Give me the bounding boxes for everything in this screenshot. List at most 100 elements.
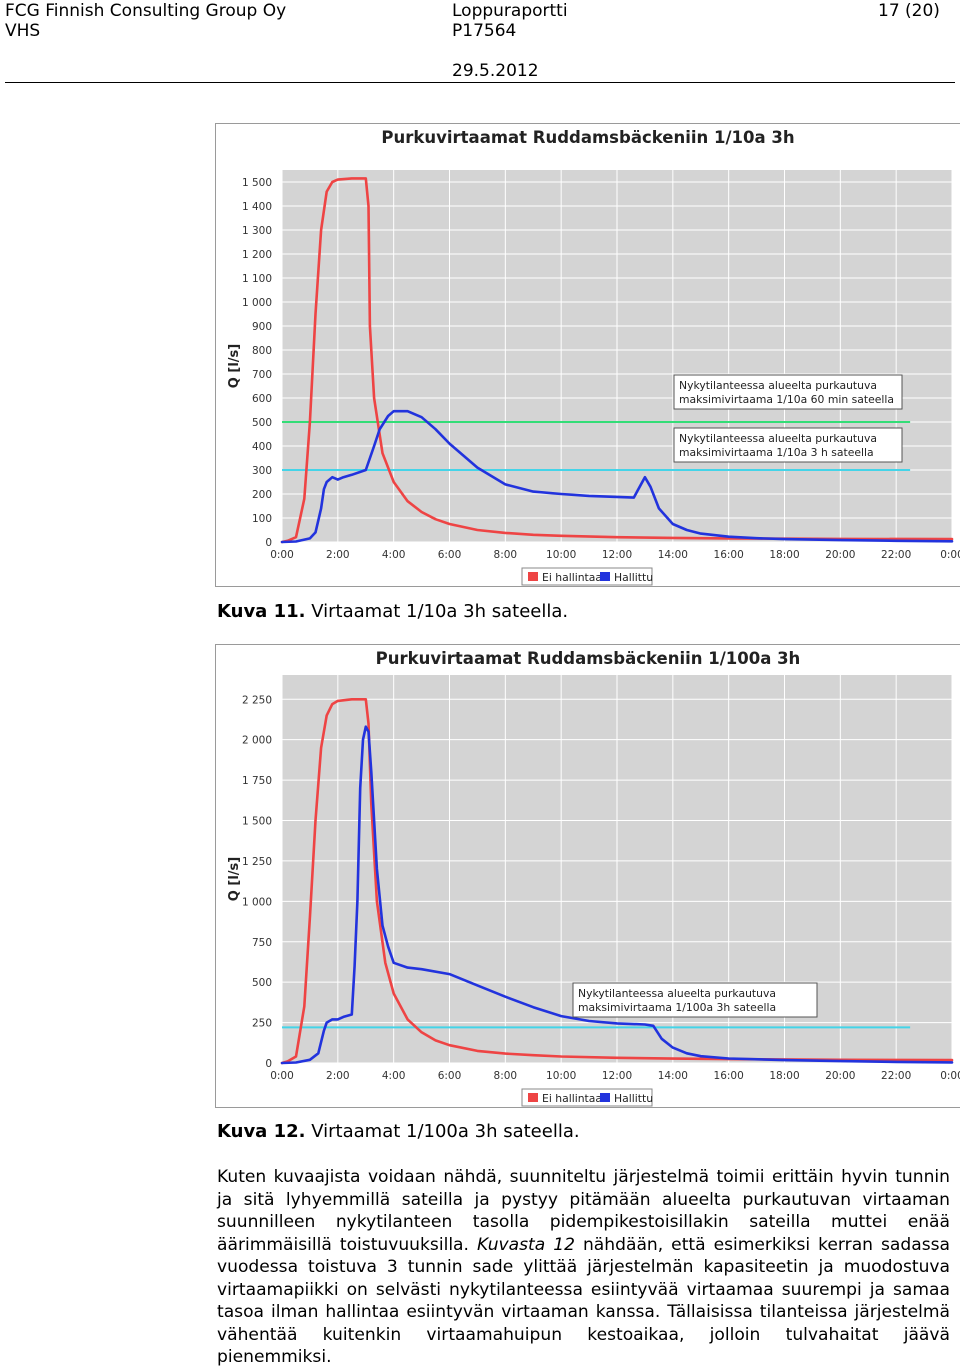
annotation-box: Nykytilanteessa alueelta purkautuvamaksi… <box>673 427 903 463</box>
annotation-text: maksimivirtaama 1/10a 60 min sateella <box>679 393 894 406</box>
annotation-box-frame <box>673 427 903 463</box>
annotation-text: maksimivirtaama 1/10a 3 h sateella <box>679 446 874 459</box>
y-tick-label: 1 400 <box>242 201 272 213</box>
legend: Ei hallintaa Hallittu <box>521 567 653 586</box>
y-tick-label: 1 300 <box>242 225 272 237</box>
legend-label: Ei hallintaa <box>542 1092 602 1105</box>
header-project: P17564 <box>452 21 517 41</box>
body-text-part-2: nähdään, että esimerkiksi kerran sadassa… <box>217 1234 950 1368</box>
chart-1: Purkuvirtaamat Ruddamsbäckeniin 1/10a 3h… <box>227 128 960 586</box>
x-tick-label: 6:00 <box>438 549 462 561</box>
x-tick-label: 10:00 <box>546 549 576 561</box>
legend-label: Ei hallintaa <box>542 571 602 584</box>
figure-caption-1-label: Kuva 11. <box>217 601 306 622</box>
y-tick-label: 0 <box>265 1058 272 1070</box>
chart-title: Purkuvirtaamat Ruddamsbäckeniin 1/10a 3h <box>381 128 794 147</box>
annotation-box: Nykytilanteessa alueelta purkautuvamaksi… <box>673 374 903 410</box>
y-tick-label: 1 750 <box>242 775 272 787</box>
y-tick-label: 800 <box>252 345 272 357</box>
y-tick-label: 500 <box>252 977 272 989</box>
chart-2: Purkuvirtaamat Ruddamsbäckeniin 1/100a 3… <box>227 649 960 1107</box>
y-tick-label: 0 <box>265 537 272 549</box>
x-tick-label: 8:00 <box>494 549 518 561</box>
annotation-text: maksimivirtaama 1/100a 3h sateella <box>578 1001 776 1014</box>
header-date: 29.5.2012 <box>452 61 539 81</box>
y-tick-label: 700 <box>252 369 272 381</box>
legend-label: Hallittu <box>614 1092 653 1105</box>
y-tick-label: 900 <box>252 321 272 333</box>
y-tick-label: 250 <box>252 1018 272 1030</box>
y-tick-label: 1 000 <box>242 896 272 908</box>
series-line-ei-hallintaa <box>280 177 954 544</box>
header-page-number: 17 (20) <box>878 1 940 21</box>
y-tick-label: 1 000 <box>242 297 272 309</box>
x-tick-label: 14:00 <box>658 549 688 561</box>
y-tick-label: 100 <box>252 513 272 525</box>
annotation-box-frame <box>673 374 903 410</box>
annotation-text: Nykytilanteessa alueelta purkautuva <box>679 379 877 392</box>
y-tick-label: 400 <box>252 441 272 453</box>
header-author: VHS <box>5 21 41 41</box>
figure-caption-2-text: Virtaamat 1/100a 3h sateella. <box>311 1121 580 1142</box>
x-tick-label: 20:00 <box>825 1070 855 1082</box>
y-tick-label: 2 000 <box>242 735 272 747</box>
header-doc-type: Loppuraportti <box>452 1 568 21</box>
x-tick-label: 22:00 <box>881 549 911 561</box>
legend: Ei hallintaa Hallittu <box>521 1088 653 1107</box>
y-tick-label: 500 <box>252 417 272 429</box>
x-tick-label: 18:00 <box>769 549 799 561</box>
y-tick-label: 1 100 <box>242 273 272 285</box>
legend-swatch <box>600 572 610 581</box>
y-tick-label: 1 500 <box>242 177 272 189</box>
legend-swatch <box>600 1093 610 1102</box>
y-axis-label: Q [l/s] <box>227 857 242 901</box>
x-tick-label: 12:00 <box>602 549 632 561</box>
x-tick-label: 16:00 <box>714 1070 744 1082</box>
series-line-hallittu <box>280 725 954 1065</box>
x-tick-label: 0:00 <box>940 1070 960 1082</box>
x-tick-label: 4:00 <box>382 1070 406 1082</box>
header-divider <box>5 82 955 83</box>
chart-1-frame: Purkuvirtaamat Ruddamsbäckeniin 1/10a 3h… <box>215 123 960 587</box>
x-tick-label: 8:00 <box>494 1070 518 1082</box>
x-tick-label: 0:00 <box>270 549 294 561</box>
y-tick-label: 750 <box>252 937 272 949</box>
x-tick-label: 16:00 <box>714 549 744 561</box>
series-line-ei-hallintaa <box>280 697 954 1065</box>
y-tick-label: 300 <box>252 465 272 477</box>
x-tick-label: 18:00 <box>769 1070 799 1082</box>
legend-swatch <box>528 572 538 581</box>
x-tick-label: 10:00 <box>546 1070 576 1082</box>
figure-caption-1: Kuva 11. Virtaamat 1/10a 3h sateella. <box>217 601 568 623</box>
x-tick-label: 2:00 <box>326 549 350 561</box>
chart-2-frame: Purkuvirtaamat Ruddamsbäckeniin 1/100a 3… <box>215 644 960 1108</box>
body-text-part-1: Kuten kuvaajista voidaan nähdä, suunnite… <box>217 1167 950 1255</box>
legend-frame <box>521 567 653 586</box>
figure-caption-1-text: Virtaamat 1/10a 3h sateella. <box>311 601 569 622</box>
x-tick-label: 6:00 <box>438 1070 462 1082</box>
x-tick-label: 4:00 <box>382 549 406 561</box>
x-tick-label: 22:00 <box>881 1070 911 1082</box>
annotation-box-frame <box>572 982 818 1018</box>
x-tick-label: 12:00 <box>602 1070 632 1082</box>
body-text-figure-reference: Kuvasta 12 <box>476 1234 575 1255</box>
legend-swatch <box>528 1093 538 1102</box>
y-tick-label: 200 <box>252 489 272 501</box>
x-tick-label: 14:00 <box>658 1070 688 1082</box>
annotation-text: Nykytilanteessa alueelta purkautuva <box>578 987 776 1000</box>
legend-label: Hallittu <box>614 571 653 584</box>
y-tick-label: 600 <box>252 393 272 405</box>
x-tick-label: 2:00 <box>326 1070 350 1082</box>
y-tick-label: 1 250 <box>242 856 272 868</box>
chart-title: Purkuvirtaamat Ruddamsbäckeniin 1/100a 3… <box>376 649 801 668</box>
annotation-box: Nykytilanteessa alueelta purkautuvamaksi… <box>572 982 818 1018</box>
x-tick-label: 0:00 <box>940 549 960 561</box>
series-line-hallittu <box>280 409 954 544</box>
figure-caption-2: Kuva 12. Virtaamat 1/100a 3h sateella. <box>217 1121 580 1143</box>
body-paragraph: Kuten kuvaajista voidaan nähdä, suunnite… <box>217 1166 950 1369</box>
x-tick-label: 20:00 <box>825 549 855 561</box>
y-tick-label: 1 200 <box>242 249 272 261</box>
y-tick-label: 2 250 <box>242 694 272 706</box>
header-company: FCG Finnish Consulting Group Oy <box>5 1 287 21</box>
legend-frame <box>521 1088 653 1107</box>
